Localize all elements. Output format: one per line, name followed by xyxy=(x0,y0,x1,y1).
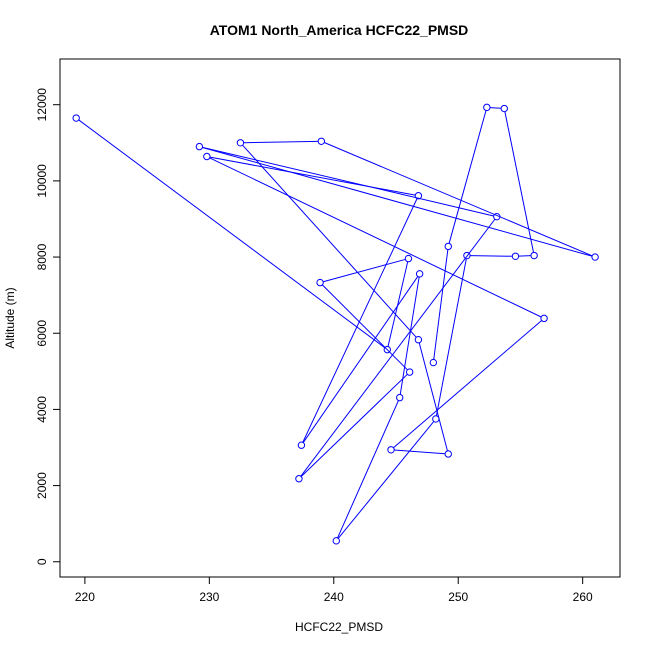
x-tick-label: 250 xyxy=(448,590,468,604)
series-segment xyxy=(242,144,417,338)
y-tick-label: 4000 xyxy=(35,396,49,423)
series-segment xyxy=(243,140,319,144)
series-segment xyxy=(302,198,418,443)
series-segment xyxy=(337,400,399,539)
data-point xyxy=(500,104,508,113)
series-segment xyxy=(324,142,593,257)
data-point xyxy=(483,103,491,112)
data-point xyxy=(195,142,204,151)
series-segment xyxy=(209,156,416,196)
y-axis-label: Altitude (m) xyxy=(3,287,17,348)
data-point xyxy=(387,446,395,454)
series-segment xyxy=(448,110,487,244)
series-segment xyxy=(435,258,467,416)
chart-title: ATOM1 North_America HCFC22_PMSD xyxy=(210,22,469,38)
data-point xyxy=(540,314,548,323)
y-axis: 0 2000 4000 6000 8000 10000 12000 xyxy=(35,88,61,565)
x-tick-label: 220 xyxy=(75,590,95,604)
series-segment xyxy=(300,373,408,477)
data-point xyxy=(396,393,404,402)
data-point xyxy=(432,415,440,423)
series-segment xyxy=(337,421,435,539)
x-tick-label: 230 xyxy=(199,590,219,604)
series-segment xyxy=(393,320,542,449)
y-tick-label: 0 xyxy=(35,558,49,565)
series-segment xyxy=(394,449,446,455)
y-tick-label: 6000 xyxy=(35,320,49,347)
series-layer xyxy=(72,103,599,545)
data-point xyxy=(444,450,452,458)
y-tick-label: 10000 xyxy=(35,164,49,198)
series-segment xyxy=(490,107,502,109)
plot-frame xyxy=(59,58,621,578)
y-tick-label: 12000 xyxy=(35,88,49,122)
series-segment xyxy=(504,111,534,253)
series-segment xyxy=(302,276,419,443)
x-tick-label: 260 xyxy=(573,590,593,604)
data-point xyxy=(493,212,501,221)
series-segment xyxy=(78,119,386,349)
series-segment xyxy=(518,255,531,257)
data-point xyxy=(511,252,520,260)
series-segment xyxy=(300,218,496,477)
data-point xyxy=(414,192,423,200)
x-axis-label: HCFC22_PMSD xyxy=(295,620,383,634)
data-point xyxy=(415,270,424,278)
data-point xyxy=(316,278,324,287)
data-point xyxy=(463,251,471,260)
y-tick-label: 2000 xyxy=(35,472,49,499)
series-segment xyxy=(202,146,494,217)
data-point xyxy=(203,152,211,161)
data-point xyxy=(295,475,303,483)
data-point xyxy=(444,242,452,251)
data-point xyxy=(297,441,306,449)
data-point xyxy=(72,114,80,122)
x-axis: 220 230 240 250 260 xyxy=(75,576,593,604)
series-segment xyxy=(399,276,420,395)
series-segment xyxy=(387,261,409,347)
data-point xyxy=(591,253,599,261)
series-segment xyxy=(323,258,406,283)
y-tick-label: 8000 xyxy=(35,243,49,270)
data-point xyxy=(236,139,245,147)
series-segment xyxy=(470,255,513,257)
data-point xyxy=(414,336,423,344)
data-point xyxy=(405,368,414,376)
data-point xyxy=(332,537,340,545)
series-segment xyxy=(433,249,449,360)
data-point xyxy=(404,254,413,263)
data-point xyxy=(383,345,391,354)
data-point xyxy=(530,251,538,260)
data-point xyxy=(429,358,438,367)
series-segment xyxy=(202,146,593,257)
series-segment xyxy=(321,284,408,371)
data-point xyxy=(317,137,326,145)
x-tick-label: 240 xyxy=(324,590,344,604)
series-segment xyxy=(209,157,542,318)
series-segment xyxy=(418,342,448,452)
